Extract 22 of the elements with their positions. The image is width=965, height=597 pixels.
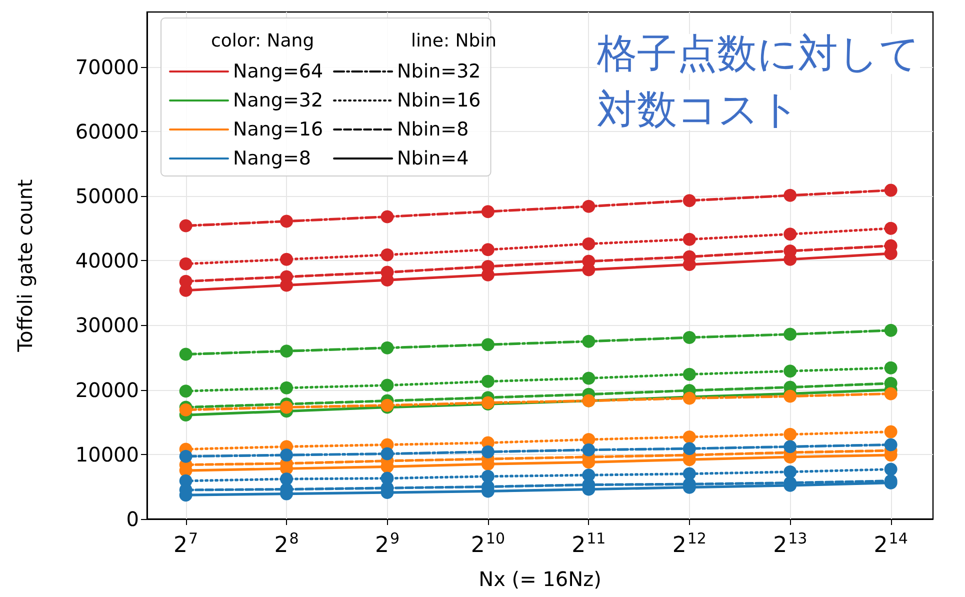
legend-label: Nbin=8 [397, 118, 469, 140]
y-tick-label: 20000 [75, 378, 139, 402]
y-tick-label: 0 [126, 507, 139, 531]
legend-label: Nbin=4 [397, 148, 469, 170]
y-tick-label: 40000 [75, 248, 139, 273]
legend-label: Nbin=16 [397, 90, 481, 112]
legend-label: Nang=32 [233, 90, 324, 112]
legend-label: Nang=16 [233, 118, 324, 140]
y-tick-label: 70000 [75, 54, 139, 79]
legend-title: color: Nang [211, 30, 314, 52]
annotation: 対数コスト [597, 87, 800, 133]
annotation: line: Nbin [411, 30, 497, 52]
y-tick-label: 60000 [75, 119, 139, 144]
legend-label: Nbin=32 [397, 60, 481, 82]
legend-label: Nang=64 [233, 60, 324, 82]
annotation: 格子点数に対して [596, 31, 920, 77]
y-axis-title: Toffoli gate count [13, 179, 37, 353]
x-axis-title: Nx (= 16Nz) [478, 567, 602, 591]
legend-label: Nang=8 [233, 148, 311, 170]
y-tick-label: 50000 [75, 184, 139, 208]
y-tick-label: 30000 [75, 313, 139, 338]
y-tick-label: 10000 [75, 442, 139, 466]
